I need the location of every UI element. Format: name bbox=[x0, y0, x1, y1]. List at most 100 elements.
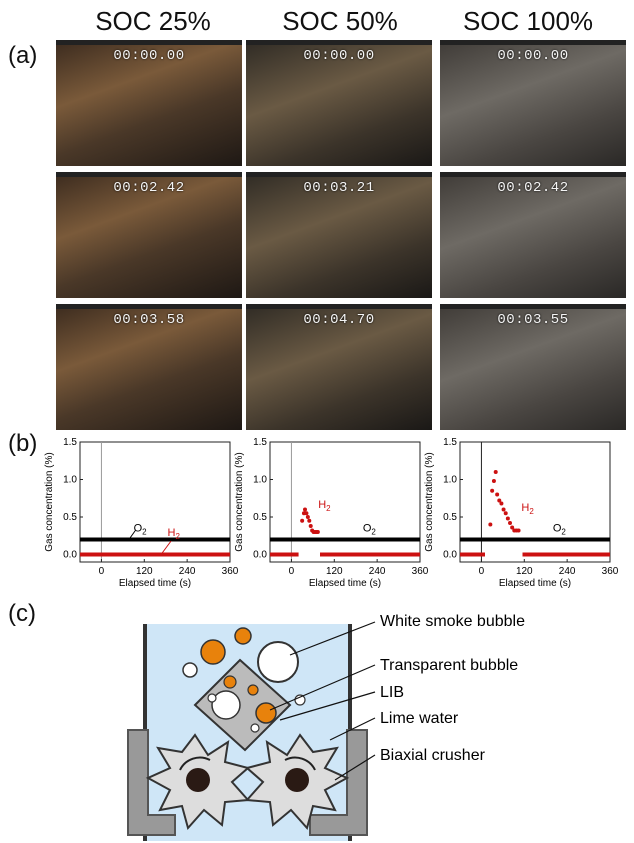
frame-top-bar bbox=[246, 304, 432, 309]
video-frame: 00:03.55 bbox=[440, 304, 626, 430]
leader-line bbox=[279, 691, 376, 721]
data-point-h2 bbox=[516, 528, 521, 533]
y-tick-label: 1.5 bbox=[443, 437, 457, 448]
frame-top-bar bbox=[56, 172, 242, 177]
data-point-h2 bbox=[490, 488, 495, 493]
o2-sub: 2 bbox=[142, 528, 147, 537]
y-tick-label: 1.0 bbox=[63, 475, 77, 486]
label-white-smoke-bubble: White smoke bubble bbox=[380, 613, 525, 630]
x-tick-label: 240 bbox=[179, 566, 196, 577]
data-point-h2 bbox=[493, 470, 498, 474]
timestamp: 00:00.00 bbox=[303, 48, 375, 64]
y-tick-label: 0.0 bbox=[63, 550, 77, 561]
leader-line bbox=[329, 717, 376, 741]
timestamp: 00:03.21 bbox=[303, 180, 375, 196]
crusher-axle-right bbox=[285, 768, 309, 792]
x-tick-label: 120 bbox=[326, 566, 343, 577]
data-point-h2 bbox=[305, 515, 310, 519]
y-axis-label: Gas concentration (%) bbox=[44, 452, 55, 552]
video-frame: 00:00.00 bbox=[56, 40, 242, 166]
data-point-h2 bbox=[488, 522, 493, 527]
crusher-diagram: White smoke bubble Transparent bubble LI… bbox=[127, 613, 525, 841]
h2-sub: 2 bbox=[175, 532, 180, 541]
video-frame: 00:03.21 bbox=[246, 172, 432, 298]
data-point-h2 bbox=[491, 479, 496, 483]
rotation-arrow-right bbox=[284, 756, 316, 771]
panel-label-a: (a) bbox=[8, 42, 38, 69]
white-bubble bbox=[211, 690, 241, 720]
x-tick-label: 0 bbox=[479, 566, 485, 577]
video-frame: 00:00.00 bbox=[440, 40, 626, 166]
x-tick-label: 360 bbox=[412, 566, 429, 577]
timestamp: 00:02.42 bbox=[497, 180, 569, 196]
frame-top-bar bbox=[440, 40, 626, 45]
y-tick-label: 0.5 bbox=[253, 512, 267, 523]
data-point-h2 bbox=[501, 507, 506, 512]
data-point-h2 bbox=[503, 511, 508, 516]
x-tick-label: 120 bbox=[516, 566, 533, 577]
frame-top-bar bbox=[56, 304, 242, 309]
crusher-housing-left bbox=[127, 729, 176, 836]
y-tick-label: 0.5 bbox=[63, 512, 77, 523]
data-point-h2 bbox=[499, 501, 504, 506]
frame-top-bar bbox=[246, 40, 432, 45]
video-frame: 00:03.58 bbox=[56, 304, 242, 430]
white-bubble bbox=[207, 693, 217, 703]
data-point-h2 bbox=[303, 507, 307, 512]
h2-sub: 2 bbox=[529, 507, 534, 516]
column-title-soc100: SOC 100% bbox=[462, 6, 594, 36]
data-point-h2 bbox=[508, 521, 512, 525]
x-axis-label: Elapsed time (s) bbox=[309, 578, 381, 589]
h2-leader bbox=[161, 540, 172, 554]
x-tick-label: 360 bbox=[602, 566, 619, 577]
orange-bubble bbox=[223, 675, 237, 689]
frame-top-bar bbox=[440, 304, 626, 309]
white-bubble bbox=[250, 723, 260, 733]
x-tick-label: 0 bbox=[289, 566, 295, 577]
frame-top-bar bbox=[246, 172, 432, 177]
x-tick-label: 0 bbox=[99, 566, 105, 577]
panel-label-b: (b) bbox=[8, 430, 38, 457]
leader-line bbox=[269, 664, 376, 711]
plot-frame bbox=[459, 441, 611, 563]
x-tick-label: 240 bbox=[369, 566, 386, 577]
y-axis-label: Gas concentration (%) bbox=[234, 452, 245, 552]
data-point-h2 bbox=[315, 530, 320, 534]
data-point-h2 bbox=[308, 524, 313, 528]
orange-bubble bbox=[234, 627, 252, 645]
timestamp: 00:00.00 bbox=[113, 48, 185, 64]
white-bubble bbox=[182, 662, 198, 678]
timestamp: 00:00.00 bbox=[497, 48, 569, 64]
timestamp: 00:02.42 bbox=[113, 180, 185, 196]
video-frame: 00:02.42 bbox=[440, 172, 626, 298]
o2-leader bbox=[129, 530, 136, 539]
data-point-h2 bbox=[307, 518, 312, 523]
rotation-arrow-left bbox=[179, 756, 211, 771]
column-title-soc25: SOC 25% bbox=[95, 6, 211, 36]
column-title-soc50: SOC 50% bbox=[282, 6, 398, 36]
x-tick-label: 120 bbox=[136, 566, 153, 577]
y-tick-label: 0.5 bbox=[443, 512, 457, 523]
transparent-bubble bbox=[255, 702, 277, 724]
crusher-axle-left bbox=[186, 768, 210, 792]
y-tick-label: 1.5 bbox=[253, 437, 267, 448]
plot-frame bbox=[79, 441, 231, 563]
leader-line bbox=[289, 621, 376, 656]
white-bubble bbox=[294, 694, 306, 706]
y-tick-label: 1.5 bbox=[63, 437, 77, 448]
y-tick-label: 1.0 bbox=[253, 475, 267, 486]
x-axis-label: Elapsed time (s) bbox=[499, 578, 571, 589]
panel-label-c: (c) bbox=[8, 600, 36, 627]
data-point-h2 bbox=[505, 516, 510, 521]
label-lib: LIB bbox=[380, 684, 404, 701]
orange-bubble bbox=[247, 684, 259, 696]
label-biaxial-crusher: Biaxial crusher bbox=[380, 747, 486, 764]
h2-sub: 2 bbox=[326, 504, 331, 513]
video-frame: 00:04.70 bbox=[246, 304, 432, 430]
white-smoke-bubble bbox=[257, 641, 299, 683]
data-point-h2 bbox=[497, 498, 502, 503]
video-frame: 00:02.42 bbox=[56, 172, 242, 298]
lib-battery bbox=[193, 658, 292, 752]
video-frame: 00:00.00 bbox=[246, 40, 432, 166]
gas-chart-soc25: 0 120 240 360 0.0 0.5 1.0 1.5 Elapsed time (s) Ga… bbox=[44, 437, 239, 589]
